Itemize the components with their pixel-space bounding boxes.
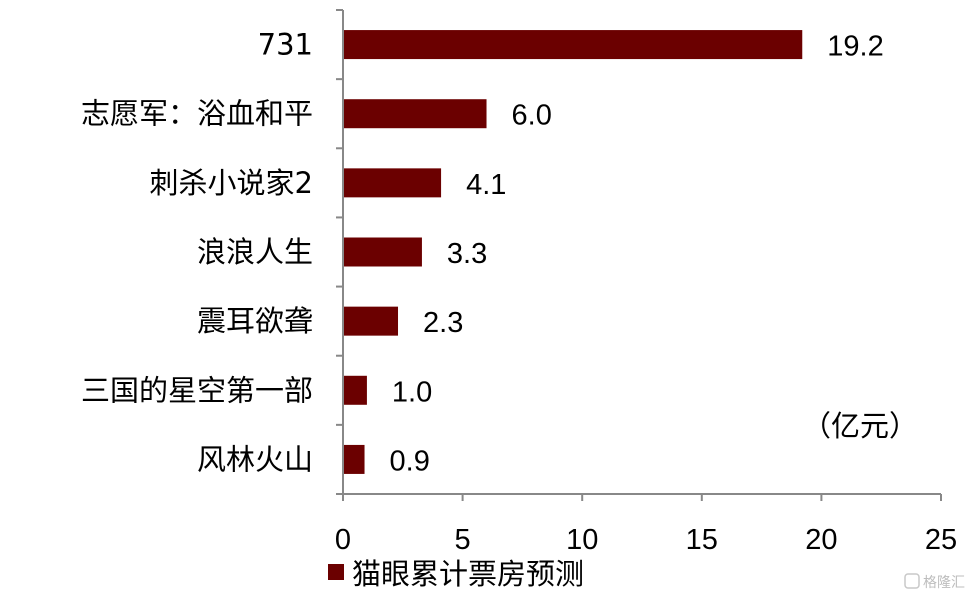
x-tick-label: 5 (455, 524, 471, 556)
value-label: 19.2 (827, 31, 883, 63)
value-label: 3.3 (447, 238, 487, 270)
x-tick-label: 10 (566, 524, 598, 556)
category-label: 风林火山 (197, 442, 313, 476)
x-tick-label: 0 (335, 524, 351, 556)
category-label: 731 (258, 28, 313, 62)
watermark-text: 格隆汇 (923, 575, 965, 591)
value-label: 2.3 (423, 307, 463, 339)
bar (344, 306, 399, 336)
x-tick-labels: 0 5 10 15 20 25 (335, 524, 957, 556)
legend: 猫眼累计票房预测 (328, 557, 584, 591)
legend-swatch (328, 564, 344, 580)
bar (344, 237, 422, 267)
category-label: 志愿军：浴血和平 (81, 97, 313, 131)
watermark-logo-icon (904, 573, 920, 589)
x-axis (342, 493, 942, 501)
value-labels: 19.2 6.0 4.1 3.3 2.3 1.0 0.9 (390, 31, 884, 478)
bar (344, 375, 367, 405)
unit-annotation: （亿元） (802, 409, 918, 443)
value-label: 6.0 (512, 100, 552, 132)
value-label: 1.0 (392, 376, 432, 408)
bar (344, 30, 803, 60)
category-label: 刺杀小说家2 (150, 166, 313, 200)
value-label: 0.9 (390, 445, 430, 477)
legend-label: 猫眼累计票房预测 (352, 557, 584, 591)
bar (344, 99, 487, 129)
category-label: 三国的星空第一部 (81, 373, 313, 407)
bar (344, 444, 365, 474)
watermark: 格隆汇 (904, 573, 965, 591)
y-axis (336, 9, 344, 495)
value-label: 4.1 (466, 169, 506, 201)
category-label: 震耳欲聋 (197, 304, 313, 338)
category-label: 浪浪人生 (197, 235, 313, 269)
x-tick-label: 20 (805, 524, 837, 556)
x-tick-label: 25 (925, 524, 957, 556)
bar (344, 168, 442, 198)
x-tick-label: 15 (686, 524, 718, 556)
bars (344, 30, 803, 474)
